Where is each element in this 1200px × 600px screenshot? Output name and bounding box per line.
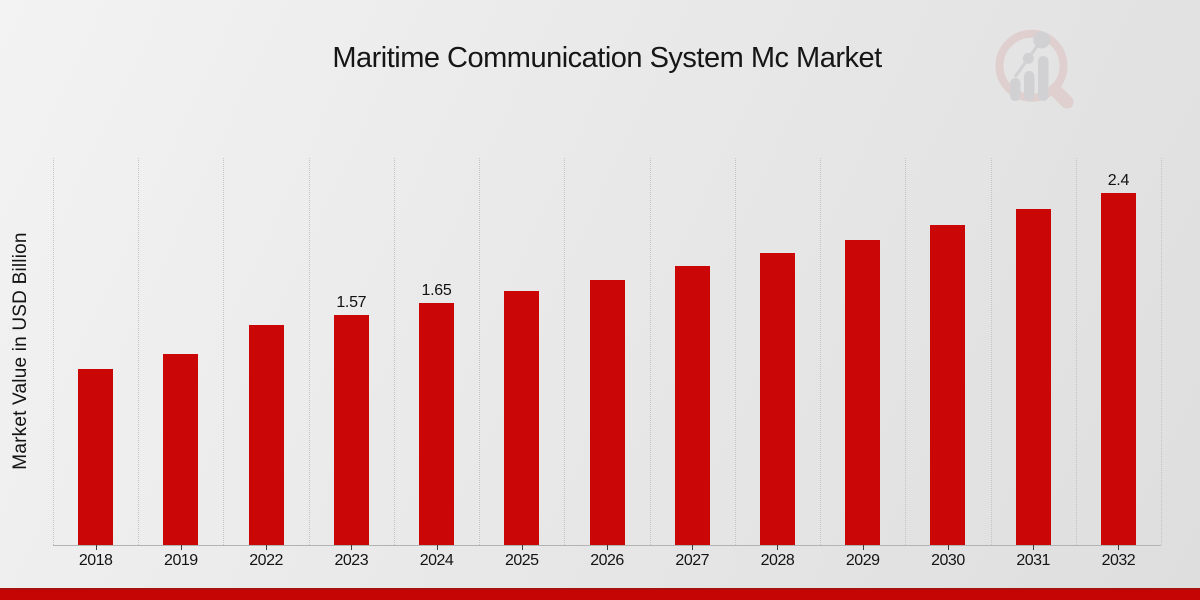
x-tick-label-2026: 2026 xyxy=(590,552,624,569)
x-axis-tick xyxy=(692,545,694,550)
logo-bar-tall xyxy=(1038,56,1049,101)
x-tick-label-2018: 2018 xyxy=(78,552,113,569)
x-tick-label-2031: 2031 xyxy=(1016,552,1050,569)
x-axis-tick xyxy=(180,545,182,550)
x-tick-label-2025: 2025 xyxy=(504,552,539,569)
gridline xyxy=(649,158,651,545)
chart-title: Maritime Communication System Mc Market xyxy=(332,42,882,74)
bar-2028 xyxy=(759,253,795,545)
plot-area: 2018 2019 2022 1.57 2023 1.65 2024 2025 2026 2027… xyxy=(53,158,1162,569)
gridline xyxy=(734,158,736,545)
logo-bar-short xyxy=(1010,78,1021,101)
logo-trend-dot-small xyxy=(1022,52,1034,64)
bar-2025 xyxy=(504,291,540,545)
bar-2018 xyxy=(78,369,114,545)
bar-value-label-2032: 2.4 xyxy=(1107,172,1130,190)
bar-2022 xyxy=(248,325,284,545)
x-tick-label-2019: 2019 xyxy=(164,552,198,569)
gridline xyxy=(479,158,481,545)
x-axis-tick xyxy=(95,545,97,550)
x-axis-tick xyxy=(947,545,949,550)
gridline xyxy=(138,158,140,545)
y-axis-title: Market Value in USD Billion xyxy=(10,232,31,470)
gridline xyxy=(393,158,395,545)
gridline xyxy=(223,158,225,545)
logo-magnifier-handle xyxy=(1048,83,1074,109)
x-tick-label-2027: 2027 xyxy=(675,552,710,569)
bar-2023 xyxy=(333,314,369,545)
x-tick-label-2032: 2032 xyxy=(1101,552,1136,569)
x-axis-tick xyxy=(351,545,353,550)
logo-bar-medium xyxy=(1024,71,1035,101)
bottom-accent-bar xyxy=(0,588,1200,600)
x-axis-tick xyxy=(1118,545,1120,550)
gridline xyxy=(820,158,822,545)
x-tick-label-2024: 2024 xyxy=(419,552,454,569)
x-tick-label-2023: 2023 xyxy=(334,552,369,569)
x-axis-tick xyxy=(607,545,608,550)
x-tick-label-2030: 2030 xyxy=(931,552,965,569)
bar-2031 xyxy=(1015,209,1051,545)
x-axis-tick xyxy=(521,545,523,550)
logo-trend-dot-large xyxy=(1033,31,1051,49)
x-axis-tick xyxy=(266,545,268,550)
bar-2027 xyxy=(674,266,710,545)
gridline xyxy=(564,158,566,545)
gridline xyxy=(308,158,310,545)
x-tick-label-2029: 2029 xyxy=(845,552,880,569)
bar-2030 xyxy=(930,225,966,545)
x-tick-label-2028: 2028 xyxy=(760,552,795,569)
gridline xyxy=(990,158,992,545)
gridline xyxy=(53,158,54,545)
x-axis-tick xyxy=(777,545,779,550)
bar-2024 xyxy=(419,303,455,545)
bar-2026 xyxy=(589,279,625,545)
bar-2029 xyxy=(845,240,881,545)
magnifier-bar-chart-logo-icon xyxy=(995,29,1074,109)
gridline xyxy=(1161,158,1162,545)
bar-2032 xyxy=(1100,193,1136,545)
gridline xyxy=(905,158,907,545)
gridline xyxy=(1075,158,1077,545)
bar-2019 xyxy=(163,354,199,545)
x-axis-tick xyxy=(436,545,438,550)
bar-value-label-2024: 1.65 xyxy=(421,282,452,300)
x-axis-tick xyxy=(1033,545,1035,550)
x-axis-tick xyxy=(862,545,864,550)
bar-value-label-2023: 1.57 xyxy=(336,293,367,311)
x-tick-label-2022: 2022 xyxy=(249,552,283,569)
